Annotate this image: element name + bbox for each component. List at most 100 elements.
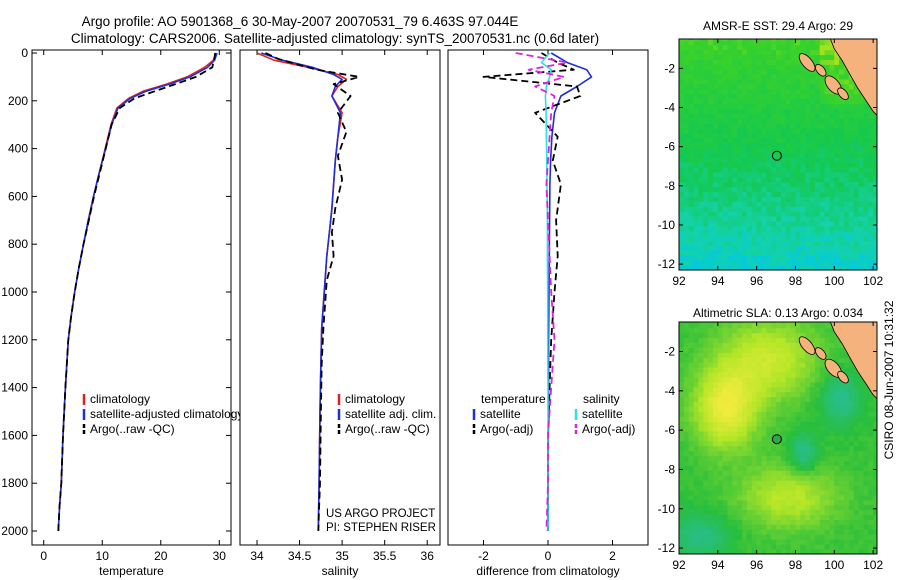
mentawai-island [814,64,827,77]
map-cell [834,421,840,427]
map-cell [810,352,816,358]
map-cell [776,327,782,334]
map-cell [683,152,690,158]
map-cell [688,245,694,251]
map-cell [698,44,704,51]
map-cell [713,211,719,217]
y-tick-label: -10 [658,502,676,516]
map-cell [717,137,724,144]
map-cell [844,260,850,266]
map-cell [795,118,801,124]
map-cell [805,84,811,90]
map-cell [737,406,743,412]
map-cell [780,211,787,217]
map-cell [785,162,792,168]
map-cell [771,162,777,168]
map-cell [679,142,685,149]
map-cell [737,519,743,525]
map-cell [737,206,743,212]
map-cell [717,391,724,398]
map-cell [708,84,714,90]
map-cell [737,445,743,452]
map-cell [819,519,825,525]
map-cell [713,162,719,168]
map-cell [844,529,850,535]
map-cell [824,544,830,550]
map-cell [688,549,694,554]
map-cell [824,549,830,554]
map-cell [834,460,840,466]
map-cell [713,74,719,80]
map-cell [776,250,782,256]
map-cell [761,460,767,466]
map-cell [737,84,743,90]
map-cell [732,137,738,144]
map-cell [771,152,777,158]
map-cell [795,177,801,183]
map-cell [732,411,738,417]
map-cell [698,152,704,158]
map-cell [683,416,690,422]
map-cell [771,191,777,197]
map-cell [746,250,753,256]
map-cell [717,88,724,95]
map-cell [746,137,753,144]
map-cell [771,327,777,334]
map-cell [819,357,825,363]
map-cell [766,322,772,324]
map-cell [713,362,719,368]
map-cell [814,460,821,466]
map-cell [839,347,845,353]
map-cell [824,519,830,525]
map-cell [761,186,767,193]
map-cell [790,445,796,452]
map-cell [717,69,724,75]
map-cell [737,69,743,75]
map-cell [800,509,806,516]
map-cell [814,39,821,41]
map-cell [853,177,859,183]
map-cell [756,416,762,422]
map-cell [693,186,699,193]
map-cell [863,172,869,178]
map-cell [771,98,777,104]
map-cell [722,142,728,149]
map-cell [800,327,806,334]
map-cell [713,519,719,525]
map-cell [771,172,777,178]
map-cell [858,230,864,237]
map-cell [824,221,830,227]
map-cell [756,544,762,550]
map-cell [790,386,796,393]
map-cell [717,519,724,525]
map-cell [873,123,877,129]
map-cell [795,113,801,119]
map-cell [795,88,801,95]
map-cell [732,265,738,270]
map-cell [698,534,704,540]
map-cell [785,382,792,388]
map-cell [844,460,850,466]
map-cell [834,509,840,516]
map-cell [683,549,690,554]
map-cell [722,152,728,158]
map-cell [698,196,704,202]
map-cell [795,108,801,114]
map-cell [708,465,714,471]
map-cell [713,255,719,261]
map-cell [708,113,714,119]
map-cell [693,377,699,383]
map-cell [790,235,796,241]
map-cell [703,64,709,70]
map-cell [727,167,733,173]
map-cell [829,69,835,75]
map-cell [790,485,796,491]
map-cell [717,79,724,85]
mentawai-island [798,336,816,355]
map-cell [795,49,801,56]
map-cell [829,332,835,339]
map-cell [732,421,738,427]
map-cell [834,64,840,70]
map-cell [708,352,714,358]
map-cell [819,322,825,324]
